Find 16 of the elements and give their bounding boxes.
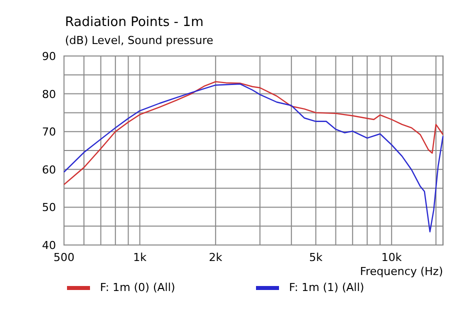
y-tick-label: 50: [42, 201, 56, 214]
x-tick-label: 10k: [381, 251, 402, 264]
x-tick-label: 5k: [309, 251, 324, 264]
x-tick-label: 2k: [208, 251, 223, 264]
y-tick-label: 80: [42, 88, 56, 101]
chart-title: Radiation Points - 1m: [65, 15, 204, 30]
y-tick-label: 90: [42, 50, 56, 63]
y-tick-label: 40: [42, 239, 56, 252]
legend-label: F: 1m (0) (All): [100, 281, 176, 294]
y-tick-label: 70: [42, 126, 56, 139]
x-tick-label: 1k: [133, 251, 148, 264]
y-axis-title: (dB) Level, Sound pressure: [65, 34, 214, 47]
legend-label: F: 1m (1) (All): [289, 281, 364, 294]
x-axis-title: Frequency (Hz): [360, 265, 443, 278]
y-tick-label: 60: [42, 163, 56, 176]
x-tick-label: 500: [54, 251, 74, 264]
